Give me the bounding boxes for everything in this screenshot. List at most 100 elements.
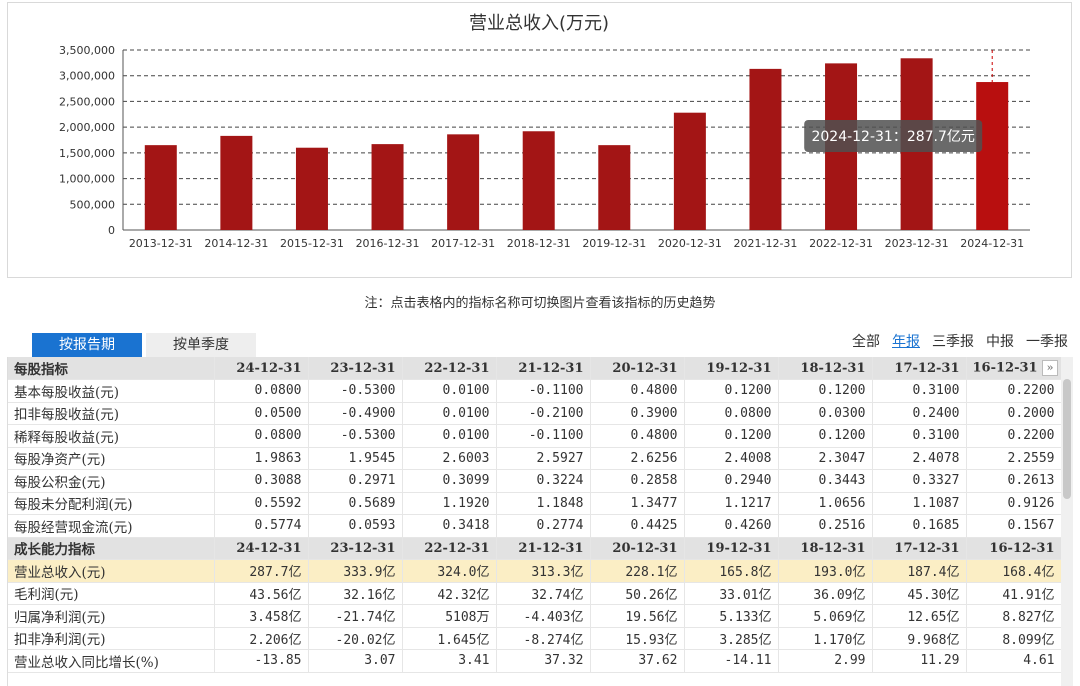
scrollbar-thumb[interactable] <box>1063 379 1071 499</box>
tab-by-report-period[interactable]: 按报告期 <box>32 333 142 357</box>
cell-value: 0.0800 <box>724 405 772 421</box>
y-tick-label: 2,000,000 <box>59 121 115 134</box>
period-header: 16-12-31 <box>989 540 1055 556</box>
indicator-name[interactable]: 每股经营现金流(元) <box>14 519 133 536</box>
cell-value: 0.4800 <box>630 383 678 399</box>
cell-value: 0.5592 <box>254 495 302 511</box>
cell-value: 187.4亿 <box>907 565 960 581</box>
period-header: 21-12-31 <box>518 360 584 376</box>
cell-value: 0.3100 <box>912 383 960 399</box>
filter-annual[interactable]: 年报 <box>892 334 920 350</box>
cell-value: 0.5774 <box>254 518 302 534</box>
period-header: 24-12-31 <box>236 360 302 376</box>
bar[interactable] <box>976 82 1009 230</box>
cell-value: 3.285亿 <box>719 632 772 648</box>
cell-value: 2.3047 <box>818 450 866 466</box>
cell-value: 1.1217 <box>724 495 772 511</box>
cell-value: 19.56亿 <box>625 610 678 626</box>
filter-all[interactable]: 全部 <box>852 334 880 350</box>
cell-value: 0.2971 <box>348 473 396 489</box>
cell-value: 0.2613 <box>1007 473 1055 489</box>
cell-value: 4.61 <box>1023 653 1055 669</box>
indicator-name[interactable]: 营业总收入(元) <box>14 564 106 581</box>
cell-value: 0.4425 <box>630 518 678 534</box>
bar[interactable] <box>522 131 555 230</box>
table-scrollbar[interactable] <box>1061 357 1073 686</box>
bar[interactable] <box>598 145 631 230</box>
x-tick-label: 2023-12-31 <box>885 237 949 250</box>
cell-value: 0.0800 <box>254 383 302 399</box>
indicator-name[interactable]: 营业总收入同比增长(%) <box>14 654 159 671</box>
cell-value: 5.069亿 <box>813 610 866 626</box>
indicator-name[interactable]: 归属净利润(元) <box>14 609 106 626</box>
filter-interim[interactable]: 中报 <box>986 334 1014 350</box>
bar[interactable] <box>749 68 782 230</box>
cell-value: 0.1200 <box>818 383 866 399</box>
tab-by-single-quarter[interactable]: 按单季度 <box>146 333 256 357</box>
chart-svg: 营业总收入(万元) 0 500,000 1,000,000 1,500,000 2,000… <box>59 13 1030 250</box>
cell-value: 324.0亿 <box>437 565 490 581</box>
filter-q1[interactable]: 一季报 <box>1026 334 1068 350</box>
cell-value: -0.5300 <box>340 383 396 399</box>
cell-value: 43.56亿 <box>249 587 302 603</box>
cell-value: 0.3418 <box>442 518 490 534</box>
table-section-header: 成长能力指标 24-12-31 23-12-31 22-12-31 21-12-31 20… <box>8 537 1062 560</box>
cell-value: -4.403亿 <box>523 610 584 626</box>
cell-value: 313.3亿 <box>531 565 584 581</box>
indicator-name[interactable]: 毛利润(元) <box>14 587 79 604</box>
cell-value: 5.133亿 <box>719 610 772 626</box>
cell-value: 8.827亿 <box>1002 610 1055 626</box>
cell-value: -0.5300 <box>340 428 396 444</box>
indicator-name[interactable]: 扣非每股收益(元) <box>14 407 120 424</box>
bar[interactable] <box>371 144 404 230</box>
cell-value: 42.32亿 <box>437 587 490 603</box>
cell-value: 0.2200 <box>1007 383 1055 399</box>
cell-value: 1.1920 <box>442 495 490 511</box>
cell-value: 0.1200 <box>724 428 772 444</box>
cell-value: 0.0500 <box>254 405 302 421</box>
indicator-name[interactable]: 每股未分配利润(元) <box>14 497 133 514</box>
indicator-name[interactable]: 每股净资产(元) <box>14 452 106 469</box>
cell-value: 0.2940 <box>724 473 772 489</box>
bar[interactable] <box>220 135 253 230</box>
cell-value: 2.99 <box>834 653 866 669</box>
bar[interactable] <box>295 147 328 230</box>
cell-value: 1.1087 <box>912 495 960 511</box>
cell-value: 0.4800 <box>630 428 678 444</box>
chart-note: 注：点击表格内的指标名称可切换图片查看该指标的历史趋势 <box>364 296 716 311</box>
cell-value: -20.02亿 <box>335 632 396 648</box>
x-tick-label: 2019-12-31 <box>582 237 646 250</box>
period-header: 22-12-31 <box>424 540 490 556</box>
next-columns-icon[interactable]: » <box>1042 360 1059 376</box>
bar[interactable] <box>673 112 706 230</box>
y-tick-label: 3,500,000 <box>59 44 115 57</box>
cell-value: 5108万 <box>445 610 490 626</box>
cell-value: 0.1567 <box>1007 518 1055 534</box>
cell-value: 8.099亿 <box>1002 632 1055 648</box>
filter-q3[interactable]: 三季报 <box>932 334 974 350</box>
bar[interactable] <box>447 134 480 230</box>
cell-value: 0.2774 <box>536 518 584 534</box>
cell-value: 45.30亿 <box>907 587 960 603</box>
financial-table-container: 每股指标 24-12-31 23-12-31 22-12-31 21-12-31 20-1… <box>7 357 1073 686</box>
cell-value: 2.2559 <box>1007 450 1055 466</box>
cell-value: 37.62 <box>638 653 678 669</box>
indicator-name[interactable]: 基本每股收益(元) <box>14 384 120 401</box>
indicator-name[interactable]: 每股公积金(元) <box>14 474 106 491</box>
period-header: 23-12-31 <box>330 540 396 556</box>
period-header: 20-12-31 <box>612 360 678 376</box>
cell-value: 2.4008 <box>724 450 772 466</box>
section-title: 每股指标 <box>14 362 68 378</box>
cell-value: 2.6256 <box>630 450 678 466</box>
x-tick-label: 2018-12-31 <box>507 237 571 250</box>
cell-value: 0.2858 <box>630 473 678 489</box>
cell-value: 168.4亿 <box>1002 565 1055 581</box>
cell-value: 287.7亿 <box>249 565 302 581</box>
indicator-name[interactable]: 稀释每股收益(元) <box>14 429 120 446</box>
indicator-name[interactable]: 扣非净利润(元) <box>14 632 106 649</box>
bar[interactable] <box>144 145 177 230</box>
cell-value: 0.0593 <box>348 518 396 534</box>
cell-value: 2.206亿 <box>249 632 302 648</box>
cell-value: 37.32 <box>544 653 584 669</box>
cell-value: 0.2516 <box>818 518 866 534</box>
